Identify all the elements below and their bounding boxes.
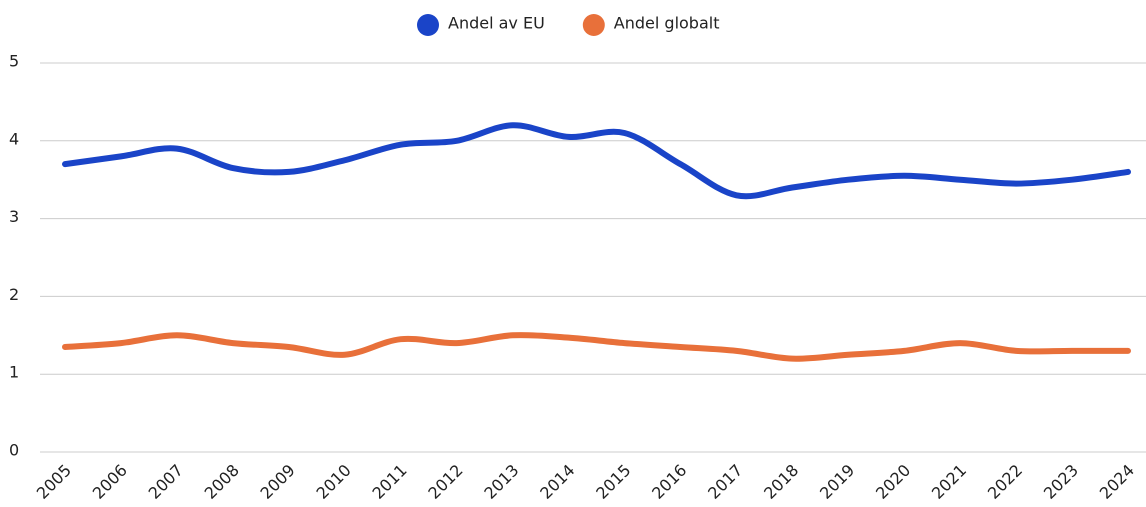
y-tick-label: 5 [9,52,19,71]
x-tick-label: 2009 [257,461,299,503]
legend-label: Andel av EU [448,14,545,33]
legend-swatch [417,14,439,36]
x-tick-label: 2015 [592,461,634,503]
y-tick-label: 1 [9,363,19,382]
x-tick-label: 2010 [313,461,355,503]
x-tick-label: 2006 [89,461,131,503]
series-line [62,122,1131,200]
x-tick-label: 2019 [816,461,858,503]
x-tick-label: 2022 [984,461,1026,503]
legend: Andel av EU Andel globalt [417,14,720,36]
x-tick-label: 2017 [704,461,746,503]
x-tick-label: 2014 [536,461,578,503]
x-tick-label: 2024 [1096,461,1138,503]
x-tick-label: 2008 [201,461,243,503]
x-tick-label: 2011 [368,461,410,503]
x-tick-label: 2007 [145,461,187,503]
x-tick-label: 2013 [480,461,522,503]
x-tick-label: 2018 [760,461,802,503]
y-tick-label: 0 [9,441,19,460]
x-tick-label: 2023 [1040,461,1082,503]
y-tick-label: 3 [9,207,19,226]
legend-swatch [582,14,605,36]
x-tick-label: 2012 [424,461,466,503]
x-tick-label: 2005 [33,461,75,503]
y-tick-label: 2 [9,285,19,304]
x-tick-label: 2020 [872,461,914,503]
x-tick-label: 2016 [648,461,690,503]
legend-label: Andel globalt [614,14,720,33]
series-line [62,332,1131,362]
y-tick-label: 4 [9,129,19,148]
x-tick-label: 2021 [928,461,970,503]
